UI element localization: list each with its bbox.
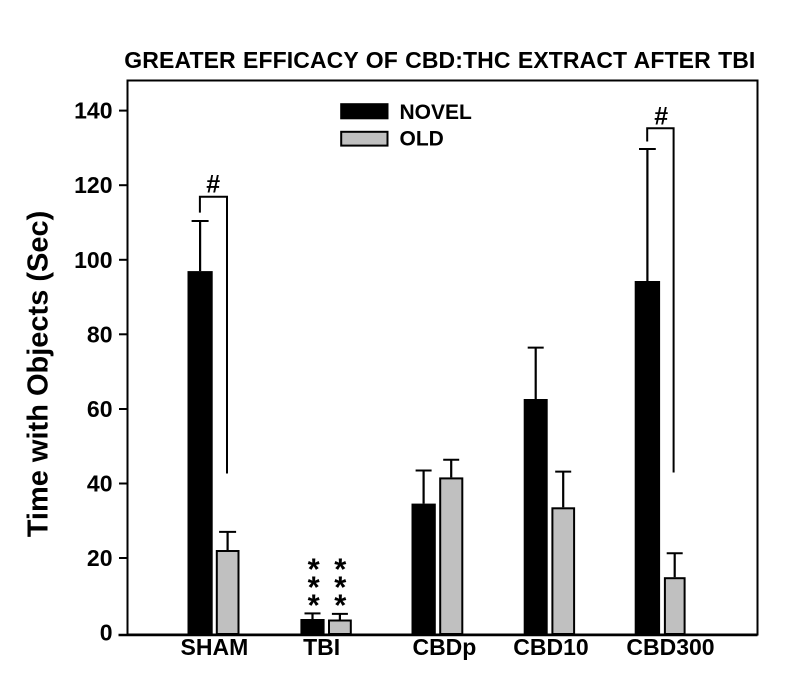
- svg-text:*: *: [308, 552, 321, 587]
- svg-text:*: *: [334, 552, 347, 587]
- svg-text:*: *: [334, 587, 347, 622]
- svg-text:100: 100: [74, 247, 112, 273]
- svg-text:TBI: TBI: [303, 634, 340, 660]
- svg-text:#: #: [206, 171, 220, 199]
- svg-text:*: *: [308, 570, 321, 605]
- svg-text:#: #: [654, 102, 668, 130]
- svg-text:140: 140: [74, 98, 112, 124]
- svg-text:SHAM: SHAM: [181, 634, 249, 660]
- svg-text:80: 80: [87, 321, 113, 347]
- svg-text:CBDp: CBDp: [412, 634, 476, 660]
- svg-text:Time with Objects (Sec): Time with Objects (Sec): [23, 211, 55, 538]
- svg-text:NOVEL: NOVEL: [400, 101, 473, 124]
- svg-text:120: 120: [74, 172, 112, 198]
- svg-text:40: 40: [87, 471, 113, 497]
- svg-text:0: 0: [100, 620, 113, 646]
- svg-text:CBD300: CBD300: [626, 634, 714, 660]
- svg-text:OLD: OLD: [400, 128, 444, 151]
- svg-text:*: *: [334, 570, 347, 605]
- svg-text:GREATER EFFICACY OF CBD:THC EX: GREATER EFFICACY OF CBD:THC EXTRACT AFTE…: [124, 47, 755, 73]
- svg-text:CBD10: CBD10: [513, 634, 588, 660]
- svg-text:*: *: [308, 587, 321, 622]
- svg-text:60: 60: [87, 396, 113, 422]
- svg-text:20: 20: [87, 545, 113, 571]
